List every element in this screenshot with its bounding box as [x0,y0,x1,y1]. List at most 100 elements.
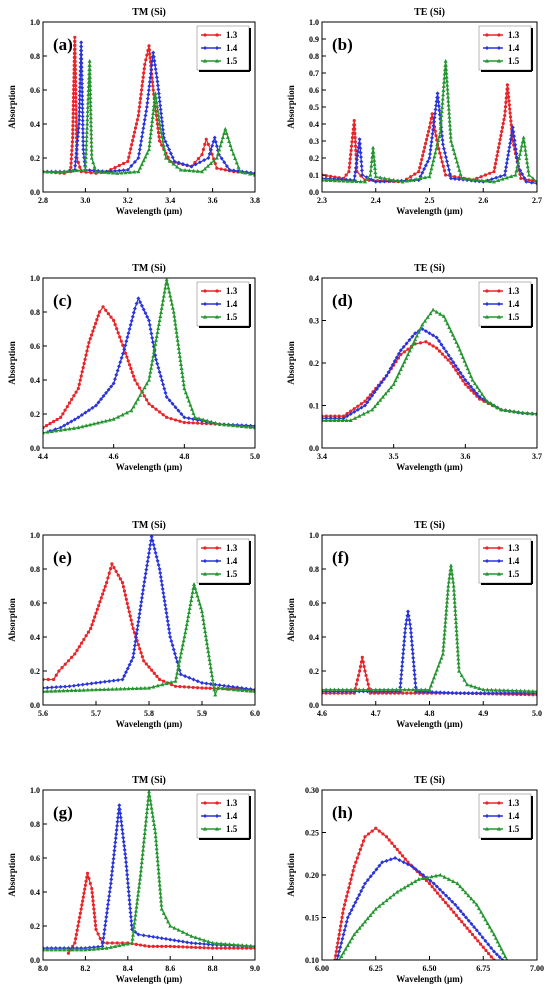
legend-label: 1.4 [508,811,520,821]
data-point [409,344,414,349]
data-point [422,167,427,172]
data-point [398,685,403,690]
data-point [418,165,422,170]
data-point [355,856,359,860]
data-point [123,851,128,856]
data-point [146,88,151,93]
data-point [183,674,188,679]
data-point [155,558,160,563]
data-point [339,954,344,958]
data-point [99,596,103,600]
data-point [426,129,431,134]
data-point [62,947,67,952]
data-point [203,559,207,563]
data-point [76,386,80,391]
data-point [340,687,345,692]
data-point [522,688,527,693]
data-point [124,860,129,865]
data-point [143,113,148,118]
data-point [114,832,119,837]
data-point [124,670,129,675]
y-tick-label: 0.2 [309,667,319,676]
data-point [78,378,82,382]
data-point [445,86,450,91]
data-point [130,370,134,374]
legend-label: 1.3 [226,798,238,808]
chart-title: TE (Si) [414,263,445,274]
data-point [464,362,469,367]
data-point [444,159,449,164]
data-point [74,168,79,173]
data-point [447,110,452,115]
data-point [107,889,112,894]
data-point [85,121,90,126]
data-point [91,895,95,899]
data-point [125,881,130,886]
data-point [84,138,89,143]
x-tick-label: 5.0 [532,709,542,718]
data-point [86,88,91,92]
data-point [427,687,432,692]
data-point [348,418,353,422]
data-point [234,160,239,165]
x-axis-label: Wavelength (µm) [396,462,462,472]
data-point [402,359,407,364]
data-point [437,339,442,344]
data-point [489,945,494,950]
data-point [105,581,109,585]
data-point [428,147,433,152]
data-point [90,623,94,627]
data-point [478,691,483,696]
data-point [438,894,442,898]
data-point [368,172,373,177]
data-point [479,909,484,914]
data-point [431,344,435,348]
data-point [147,944,151,949]
legend-label: 1.4 [508,43,520,53]
data-point [104,390,109,395]
data-point [485,314,489,319]
data-point [337,932,341,937]
data-point [94,687,98,692]
data-point [360,922,365,927]
data-point [518,172,522,176]
data-point [215,166,219,170]
data-point [195,686,200,690]
data-point [203,58,207,63]
x-tick-label: 4.4 [38,452,48,461]
data-point [423,175,428,180]
data-point [158,374,163,379]
data-point [69,157,73,161]
data-point [126,889,131,894]
data-point [141,839,146,844]
data-point [349,877,353,881]
panel-letter: (f) [332,548,349,567]
data-point [235,423,240,428]
data-point [445,82,450,87]
data-point [446,106,451,111]
data-point [142,71,146,75]
data-point [398,348,403,353]
y-tick-label: 0.30 [305,786,319,795]
data-point [61,412,65,416]
data-point [179,650,184,655]
data-point [517,152,522,156]
y-axis-label: Absorption [286,341,296,385]
data-point [193,941,198,946]
data-point [80,85,85,90]
data-point [162,386,167,391]
data-point [210,143,215,148]
data-point [135,396,140,401]
data-point [116,414,121,419]
data-point [187,421,191,425]
data-point [55,417,59,422]
data-point [180,646,185,651]
data-point [444,901,448,905]
data-point [70,397,74,401]
data-point [328,416,333,421]
data-point [79,73,84,78]
data-point [137,611,142,616]
data-point [115,327,119,331]
data-point [197,936,202,941]
data-point [442,150,447,155]
